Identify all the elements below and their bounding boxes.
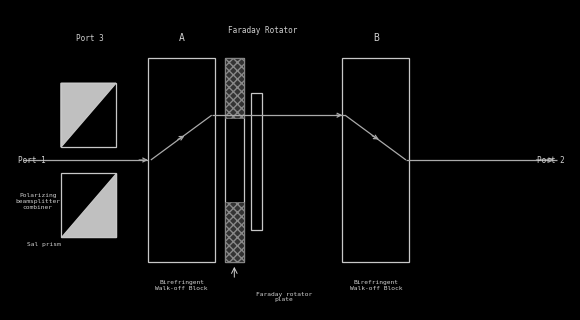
Text: Sal prism: Sal prism xyxy=(27,242,60,247)
Bar xyxy=(225,58,244,262)
Text: Faraday Rotator: Faraday Rotator xyxy=(228,26,298,35)
Text: Faraday rotator
plate: Faraday rotator plate xyxy=(256,292,312,302)
Polygon shape xyxy=(61,173,116,237)
Bar xyxy=(251,93,262,230)
Text: Birefringent
Walk-off Block: Birefringent Walk-off Block xyxy=(350,280,402,291)
Bar xyxy=(225,202,244,262)
Polygon shape xyxy=(61,83,116,147)
Bar xyxy=(148,58,215,262)
Text: Port 1: Port 1 xyxy=(18,156,46,165)
Bar xyxy=(225,58,244,118)
Text: Polarizing
beamsplitter
combiner: Polarizing beamsplitter combiner xyxy=(15,193,60,210)
Text: A: A xyxy=(179,33,184,44)
Text: Birefringent
Walk-off Block: Birefringent Walk-off Block xyxy=(155,280,208,291)
Text: B: B xyxy=(373,33,379,44)
Text: Port 3: Port 3 xyxy=(76,34,104,43)
Bar xyxy=(61,173,116,237)
Text: Port 2: Port 2 xyxy=(537,156,565,165)
Bar xyxy=(342,58,409,262)
Bar xyxy=(61,83,116,147)
